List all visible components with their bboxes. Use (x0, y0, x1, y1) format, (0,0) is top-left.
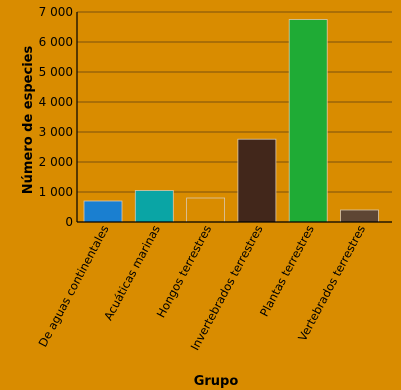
bar (134, 190, 174, 223)
y-tick-label: 1 000 (39, 185, 73, 199)
y-tick-label: 5 000 (39, 65, 73, 79)
bar (83, 200, 123, 223)
x-tick-label: Acuáticas marinas (101, 223, 163, 323)
gridlines (77, 11, 392, 193)
bar (340, 209, 379, 223)
bar (288, 19, 328, 223)
bar (186, 197, 226, 223)
x-tick-label: De aguas continentales (36, 223, 112, 349)
y-tick-label: 3 000 (39, 125, 73, 139)
y-tick-label: 7 000 (39, 5, 73, 19)
bar (237, 138, 277, 223)
y-tick-label: 4 000 (39, 95, 73, 109)
y-tick-labels: 0 1 000 2 000 3 000 4 000 5 000 6 000 7 000 (39, 5, 73, 229)
y-tick-label: 6 000 (39, 35, 73, 49)
x-axis-label: Grupo (194, 374, 239, 389)
y-tick-label: 2 000 (39, 155, 73, 169)
y-tick-label: 0 (65, 215, 73, 229)
y-axis-label: Número de especies (21, 46, 36, 195)
x-tick-label: Plantas terrestres (257, 223, 317, 319)
x-tick-label: Hongos terrestres (154, 223, 215, 320)
